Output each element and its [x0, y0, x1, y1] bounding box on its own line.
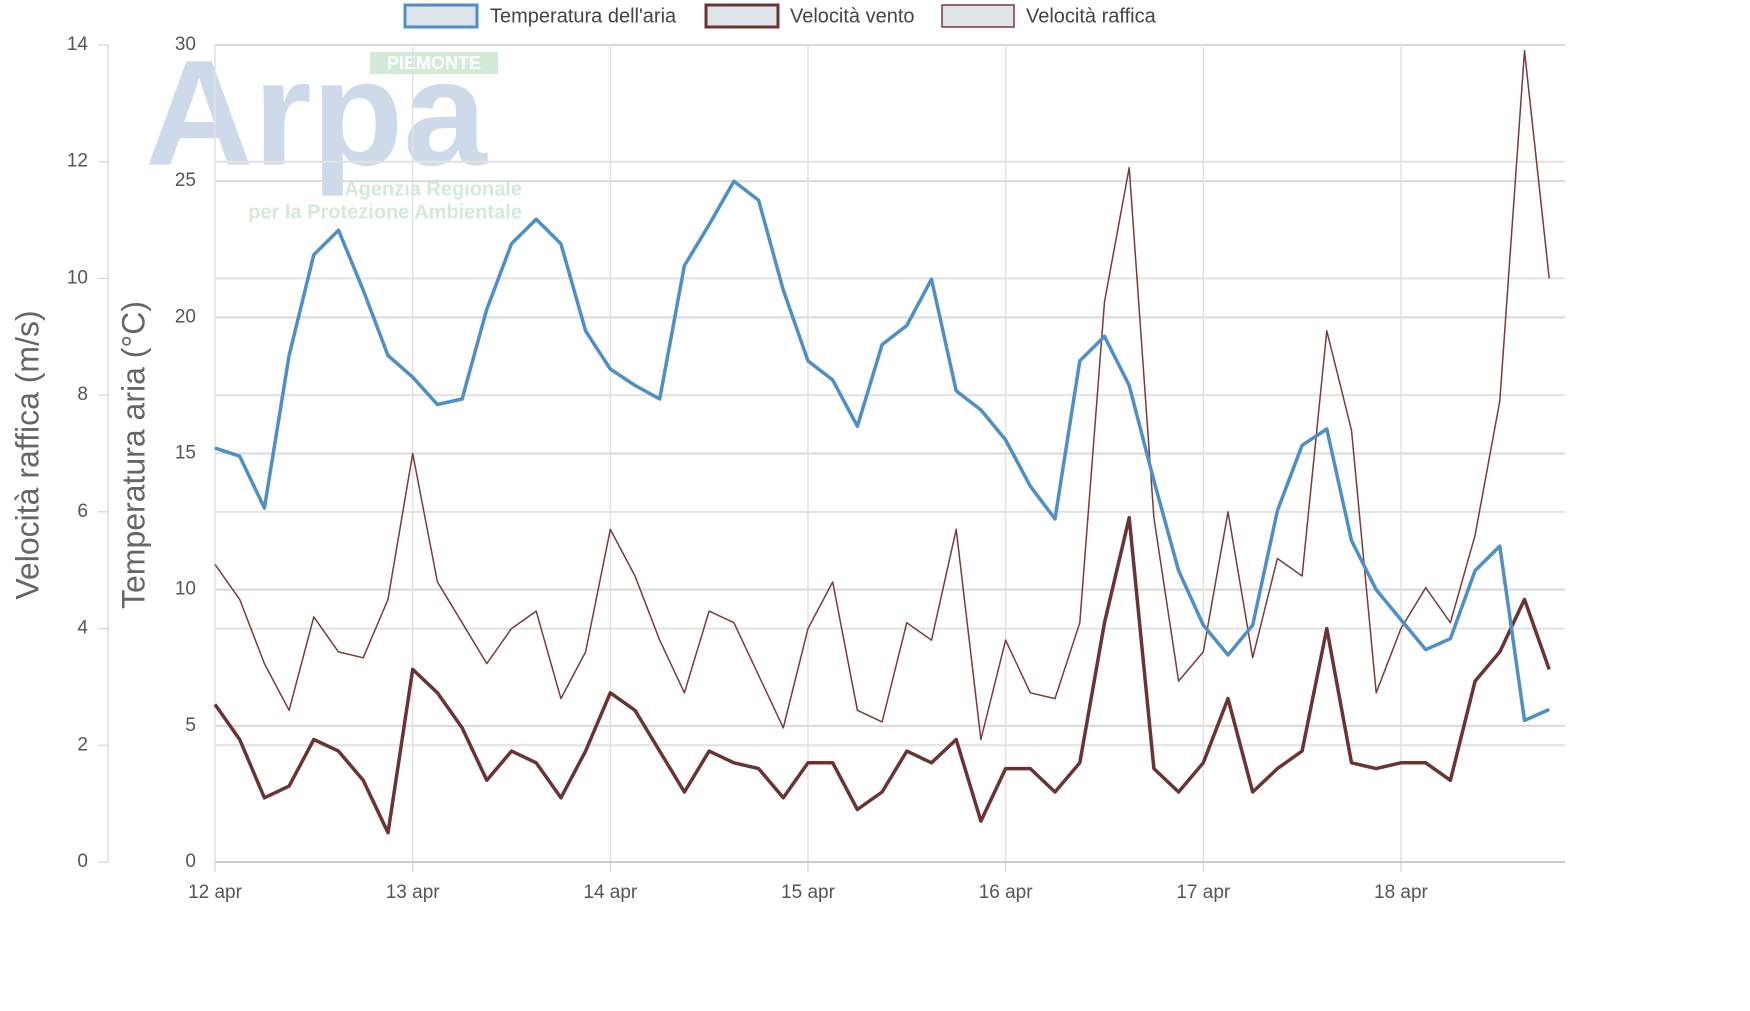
y-tick-label: 10: [175, 579, 196, 600]
y2-tick-label: 0: [77, 851, 88, 872]
y-tick-label: 5: [185, 715, 196, 736]
series-line: [214, 50, 1550, 741]
x-tick-label: 12 apr: [188, 882, 243, 903]
series-line: [213, 515, 1551, 835]
x-tick-label: 13 apr: [386, 882, 441, 903]
x-tick-label: 18 apr: [1374, 882, 1429, 903]
y2-tick-label: 8: [77, 384, 88, 405]
series-line: [214, 179, 1550, 723]
watermark-band: [370, 52, 498, 74]
x-tick-label: 17 apr: [1176, 882, 1231, 903]
legend-swatch: [403, 3, 479, 29]
legend-label: Velocità raffica: [1026, 5, 1157, 27]
y2-tick-label: 10: [67, 267, 88, 288]
x-tick-label: 15 apr: [781, 882, 836, 903]
y2-tick-label: 12: [67, 151, 88, 172]
legend-label: Velocità vento: [790, 5, 915, 27]
x-tick-label: 16 apr: [979, 882, 1034, 903]
y-tick-label: 30: [175, 34, 196, 55]
y-axis-title: Temperatura aria (°C): [115, 301, 151, 609]
y2-axis-title: Velocità raffica (m/s): [9, 310, 45, 599]
y2-tick-label: 4: [77, 618, 88, 639]
legend-swatch: [704, 3, 780, 29]
watermark-region: PIEMONTE: [387, 53, 481, 73]
watermark: Arpa PIEMONTE Agenzia Regionale per la P…: [145, 29, 522, 224]
y-tick-label: 0: [185, 851, 196, 872]
y-tick-label: 25: [175, 170, 196, 191]
legend-swatch: [941, 4, 1015, 28]
y2-tick-label: 6: [77, 501, 88, 522]
watermark-line: Agenzia Regionale: [344, 178, 522, 200]
y2-tick-label: 2: [77, 734, 88, 755]
legend-label: Temperatura dell'aria: [490, 5, 677, 27]
watermark-line: per la Protezione Ambientale: [248, 201, 522, 223]
y2-tick-label: 14: [67, 34, 89, 55]
y-tick-label: 20: [175, 306, 196, 327]
x-tick-label: 14 apr: [583, 882, 638, 903]
y-tick-label: 15: [175, 443, 196, 464]
